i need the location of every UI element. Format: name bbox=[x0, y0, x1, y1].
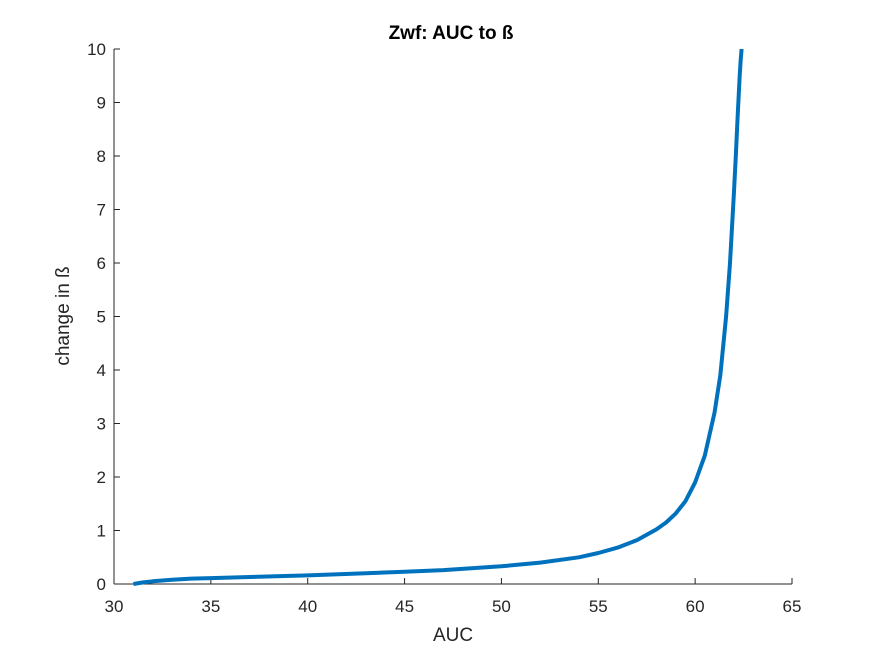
y-tick-label: 7 bbox=[97, 201, 106, 220]
x-axis-label: AUC bbox=[433, 625, 473, 646]
x-tick-label: 45 bbox=[395, 597, 414, 616]
x-ticks: 30 35 40 45 50 55 60 65 bbox=[105, 578, 802, 616]
y-tick-label: 8 bbox=[97, 147, 106, 166]
plot-area bbox=[113, 49, 792, 585]
y-tick-label: 0 bbox=[97, 575, 106, 594]
y-tick-label: 10 bbox=[87, 40, 106, 59]
x-tick-label: 60 bbox=[686, 597, 705, 616]
y-tick-label: 5 bbox=[97, 308, 106, 327]
x-tick-label: 40 bbox=[298, 597, 317, 616]
x-tick-label: 50 bbox=[492, 597, 511, 616]
series-group bbox=[133, 48, 744, 586]
y-ticks: 0 1 2 3 4 5 6 7 8 9 10 bbox=[87, 40, 120, 594]
x-tick-label: 35 bbox=[201, 597, 220, 616]
chart-title: Zwf: AUC to ß bbox=[389, 23, 514, 44]
series-line bbox=[133, 48, 744, 586]
x-tick-label: 65 bbox=[783, 597, 802, 616]
y-tick-label: 9 bbox=[97, 94, 106, 113]
x-tick-label: 55 bbox=[589, 597, 608, 616]
y-tick-label: 2 bbox=[97, 468, 106, 487]
y-tick-label: 3 bbox=[97, 415, 106, 434]
y-tick-label: 4 bbox=[97, 361, 106, 380]
y-tick-label: 6 bbox=[97, 254, 106, 273]
y-tick-label: 1 bbox=[97, 522, 106, 541]
y-axis-label: change in ß bbox=[53, 266, 74, 365]
x-tick-label: 30 bbox=[105, 597, 124, 616]
